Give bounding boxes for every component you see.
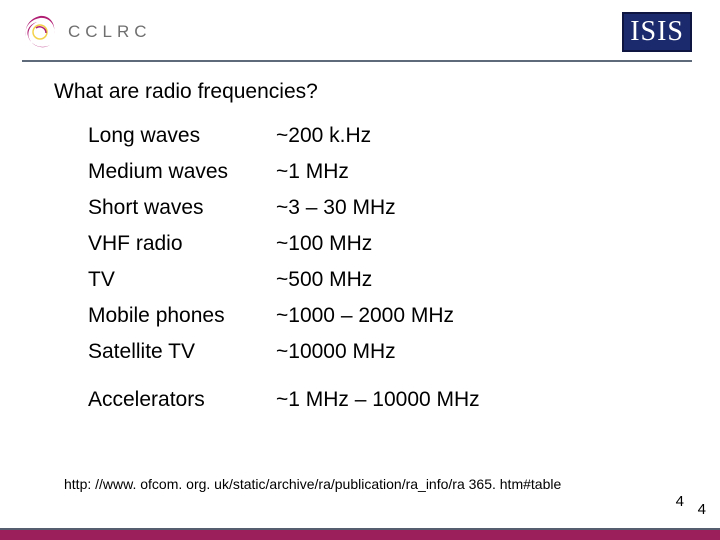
freq-value: ~200 k.Hz — [276, 118, 480, 154]
freq-label: Accelerators — [88, 370, 276, 418]
cclrc-logo: CCLRC — [20, 12, 152, 52]
freq-value: ~500 MHz — [276, 262, 480, 298]
table-row: Medium waves~1 MHz — [88, 154, 480, 190]
table-row: Short waves~3 – 30 MHz — [88, 190, 480, 226]
table-row: TV~500 MHz — [88, 262, 480, 298]
freq-value: ~3 – 30 MHz — [276, 190, 480, 226]
freq-value: ~100 MHz — [276, 226, 480, 262]
header-underline — [22, 60, 692, 62]
freq-label: Long waves — [88, 118, 276, 154]
cclrc-text: CCLRC — [68, 22, 152, 42]
freq-value: ~1 MHz – 10000 MHz — [276, 370, 480, 418]
freq-value: ~10000 MHz — [276, 334, 480, 370]
freq-value: ~1000 – 2000 MHz — [276, 298, 480, 334]
freq-value: ~1 MHz — [276, 154, 480, 190]
cclrc-swirl-icon — [20, 12, 60, 52]
page-number-outer: 4 — [698, 501, 706, 518]
isis-logo: ISIS — [622, 12, 692, 52]
freq-label: Satellite TV — [88, 334, 276, 370]
slide-title: What are radio frequencies? — [54, 80, 680, 104]
table-row: Mobile phones~1000 – 2000 MHz — [88, 298, 480, 334]
table-row: Satellite TV~10000 MHz — [88, 334, 480, 370]
table-row: Long waves~200 k.Hz — [88, 118, 480, 154]
freq-label: Medium waves — [88, 154, 276, 190]
table-row: Accelerators~1 MHz – 10000 MHz — [88, 370, 480, 418]
freq-label: VHF radio — [88, 226, 276, 262]
source-url: http: //www. ofcom. org. uk/static/archi… — [64, 476, 561, 492]
page-number: 4 — [676, 493, 684, 510]
footer-bar — [0, 528, 720, 540]
freq-label: Short waves — [88, 190, 276, 226]
freq-label: TV — [88, 262, 276, 298]
slide-header: CCLRC ISIS — [0, 0, 720, 58]
table-row: VHF radio~100 MHz — [88, 226, 480, 262]
frequency-table: Long waves~200 k.Hz Medium waves~1 MHz S… — [88, 118, 480, 418]
slide-content: What are radio frequencies? Long waves~2… — [54, 80, 680, 418]
freq-label: Mobile phones — [88, 298, 276, 334]
